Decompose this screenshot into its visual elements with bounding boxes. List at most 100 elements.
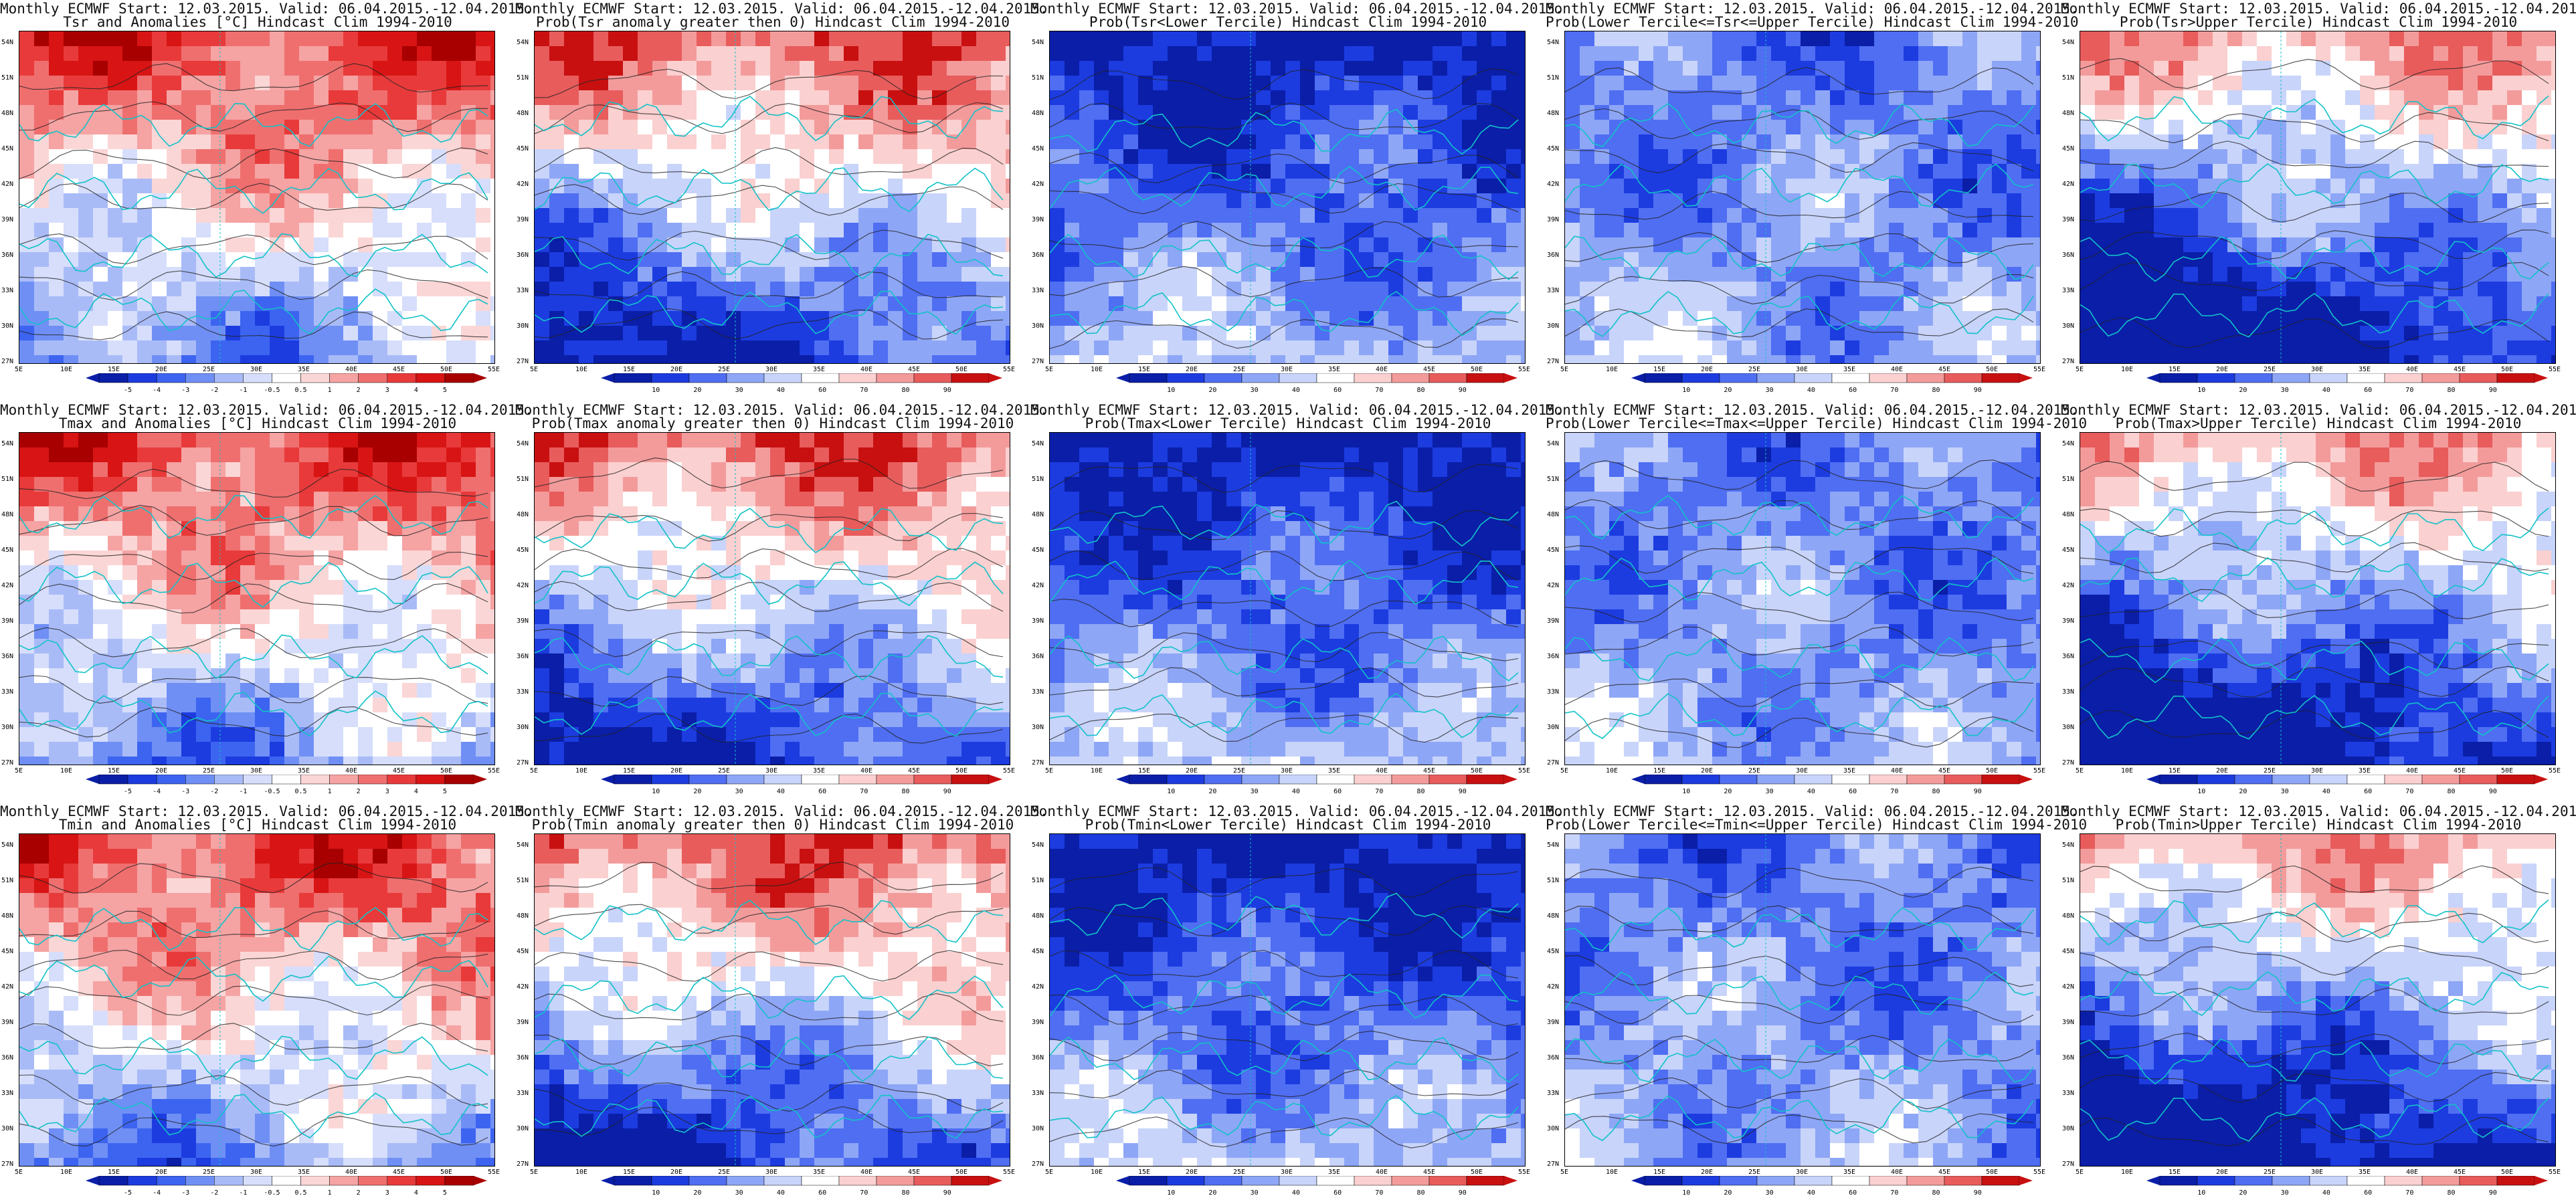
latitude-label: 48N	[517, 511, 529, 518]
latitude-label: 48N	[2062, 511, 2075, 518]
latitude-label: 27N	[1, 759, 14, 767]
longitude-label: 15E	[1137, 366, 1151, 373]
map-area	[1049, 432, 1526, 765]
colorbar-label: 1	[327, 1189, 332, 1197]
colorbar	[86, 373, 487, 399]
panel-subtitle: Prob(Tmax>Upper Tercile) Hindcast Clim 1…	[2115, 415, 2522, 431]
latitude-label: 36N	[2062, 653, 2075, 660]
colorbar	[601, 373, 1002, 399]
latitude-label: 54N	[2062, 39, 2075, 46]
panel-subtitle: Prob(Lower Tercile<=Tsr<=Upper Tercile) …	[1546, 14, 2079, 30]
colorbar-label: 80	[2447, 387, 2456, 394]
longitude-label: 35E	[812, 1169, 826, 1176]
longitude-label: 35E	[297, 366, 310, 373]
colorbar-label: 60	[1333, 387, 1342, 394]
longitude-label: 15E	[107, 366, 120, 373]
longitude-label: 55E	[2033, 366, 2046, 373]
longitude-label: 55E	[487, 366, 500, 373]
colorbar-label: 20	[1724, 788, 1732, 795]
colorbar-label: 30	[2280, 387, 2289, 394]
colorbar	[86, 775, 487, 800]
colorbar-label: 70	[860, 387, 868, 394]
latitude-label: 42N	[1, 983, 14, 991]
longitude-label: 20E	[670, 767, 683, 775]
longitude-label: 15E	[1653, 366, 1666, 373]
colorbar-label: 40	[1291, 1189, 1300, 1197]
longitude-label: 25E	[717, 366, 731, 373]
longitude-label: 30E	[765, 366, 778, 373]
longitude-label: 15E	[2168, 767, 2181, 775]
colorbar-label: 40	[1291, 387, 1300, 394]
longitude-label: 45E	[907, 1169, 921, 1176]
latitude-label: 36N	[1, 653, 14, 660]
longitude-label: 45E	[907, 767, 921, 775]
colorbar-label: 40	[776, 788, 785, 795]
longitude-label: 55E	[1002, 1169, 1016, 1176]
latitude-label: 42N	[2062, 983, 2075, 991]
panel-header: Monthly ECMWF Start: 12.03.2015. Valid: …	[1546, 1, 2079, 17]
longitude-label: 35E	[1843, 1169, 1856, 1176]
longitude-label: 45E	[392, 767, 405, 775]
colorbar-label: 4	[413, 387, 418, 394]
latitude-label: 48N	[1, 110, 14, 117]
latitude-label: 36N	[517, 252, 529, 259]
colorbar-label: 80	[901, 788, 910, 795]
longitude-label: 10E	[60, 1169, 73, 1176]
panel-header: Monthly ECMWF Start: 12.03.2015. Valid: …	[0, 402, 533, 418]
latitude-label: 51N	[1, 877, 14, 884]
latitude-label: 30N	[1032, 724, 1044, 731]
colorbar-label: 90	[943, 387, 951, 394]
latitude-label: 45N	[2062, 948, 2075, 955]
longitude-label: 20E	[155, 366, 168, 373]
longitude-label: 25E	[2263, 1169, 2276, 1176]
longitude-label: 5E	[529, 1169, 539, 1176]
colorbar-label: 80	[1932, 788, 1940, 795]
latitude-label: 27N	[1032, 1161, 1044, 1168]
longitude-label: 50E	[955, 366, 968, 373]
latitude-label: 33N	[2062, 287, 2075, 294]
longitude-label: 30E	[250, 767, 263, 775]
colorbar-label: 90	[1458, 788, 1467, 795]
latitude-label: 30N	[1547, 724, 1560, 731]
longitude-label: 10E	[1605, 767, 1619, 775]
latitude-label: 42N	[1547, 983, 1560, 991]
map-panel-tmin-5: Monthly ECMWF Start: 12.03.2015. Valid: …	[2061, 803, 2576, 1204]
longitude-label: 10E	[1090, 366, 1103, 373]
longitude-label: 5E	[1044, 767, 1054, 775]
map-area	[534, 432, 1010, 765]
latitude-label: 54N	[1, 841, 14, 849]
panel-subtitle: Prob(Tmin>Upper Tercile) Hindcast Clim 1…	[2115, 817, 2522, 833]
colorbar-label: 1	[327, 387, 332, 394]
longitude-label: 25E	[1748, 767, 1761, 775]
longitude-label: 25E	[1232, 366, 1246, 373]
colorbar-label: -3	[181, 387, 190, 394]
latitude-label: 30N	[1, 1125, 14, 1132]
latitude-label: 39N	[1032, 216, 1044, 223]
panel-subtitle: Prob(Tsr<Lower Tercile) Hindcast Clim 19…	[1089, 14, 1487, 30]
longitude-label: 30E	[1795, 767, 1809, 775]
map-panel-tmin-1: Monthly ECMWF Start: 12.03.2015. Valid: …	[0, 803, 533, 1204]
map-area	[534, 833, 1010, 1167]
latitude-label: 48N	[1032, 110, 1044, 117]
panel-subtitle: Prob(Tmax anomaly greater then 0) Hindca…	[531, 415, 1014, 431]
anomaly-field	[2080, 433, 2555, 765]
latitude-label: 54N	[2062, 841, 2075, 849]
colorbar-label: 70	[1890, 788, 1899, 795]
longitude-label: 20E	[1185, 767, 1198, 775]
latitude-label: 30N	[1032, 322, 1044, 330]
panel-header: Monthly ECMWF Start: 12.03.2015. Valid: …	[1546, 803, 2079, 819]
longitude-label: 45E	[1938, 767, 1951, 775]
longitude-label: 25E	[717, 767, 731, 775]
longitude-label: 55E	[487, 1169, 500, 1176]
colorbar-label: 90	[1458, 387, 1467, 394]
latitude-label: 27N	[1547, 759, 1560, 767]
latitude-label: 39N	[517, 216, 529, 223]
latitude-label: 48N	[1032, 511, 1044, 518]
colorbar-label: 20	[693, 1189, 702, 1197]
colorbar-label: 70	[860, 788, 868, 795]
latitude-label: 33N	[517, 1090, 529, 1097]
colorbar-label: 30	[2280, 1189, 2289, 1197]
colorbar-label: 20	[1724, 1189, 1732, 1197]
anomaly-field	[1565, 433, 2040, 765]
colorbar-label: 80	[901, 387, 910, 394]
